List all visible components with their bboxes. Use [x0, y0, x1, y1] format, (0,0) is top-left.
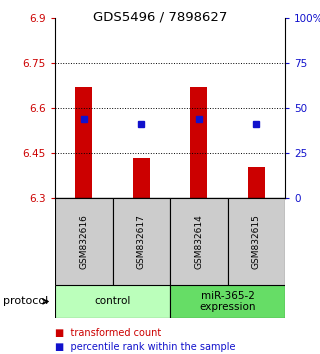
Bar [55, 198, 113, 285]
Text: GSM832615: GSM832615 [252, 214, 261, 269]
Bar [190, 87, 207, 198]
Bar [132, 158, 150, 198]
Text: miR-365-2
expression: miR-365-2 expression [199, 291, 256, 312]
Text: protocol: protocol [3, 297, 48, 307]
Text: control: control [94, 297, 131, 307]
Text: GSM832616: GSM832616 [79, 214, 88, 269]
Text: GSM832617: GSM832617 [137, 214, 146, 269]
Text: ■  percentile rank within the sample: ■ percentile rank within the sample [55, 342, 236, 352]
Bar [55, 285, 170, 318]
Bar [170, 285, 285, 318]
Bar [170, 198, 228, 285]
Bar [248, 166, 265, 198]
Text: GSM832614: GSM832614 [194, 214, 203, 269]
Text: ■  transformed count: ■ transformed count [55, 328, 161, 338]
Text: GDS5496 / 7898627: GDS5496 / 7898627 [93, 10, 227, 23]
Bar [228, 198, 285, 285]
Bar [75, 87, 92, 198]
Bar [113, 198, 170, 285]
